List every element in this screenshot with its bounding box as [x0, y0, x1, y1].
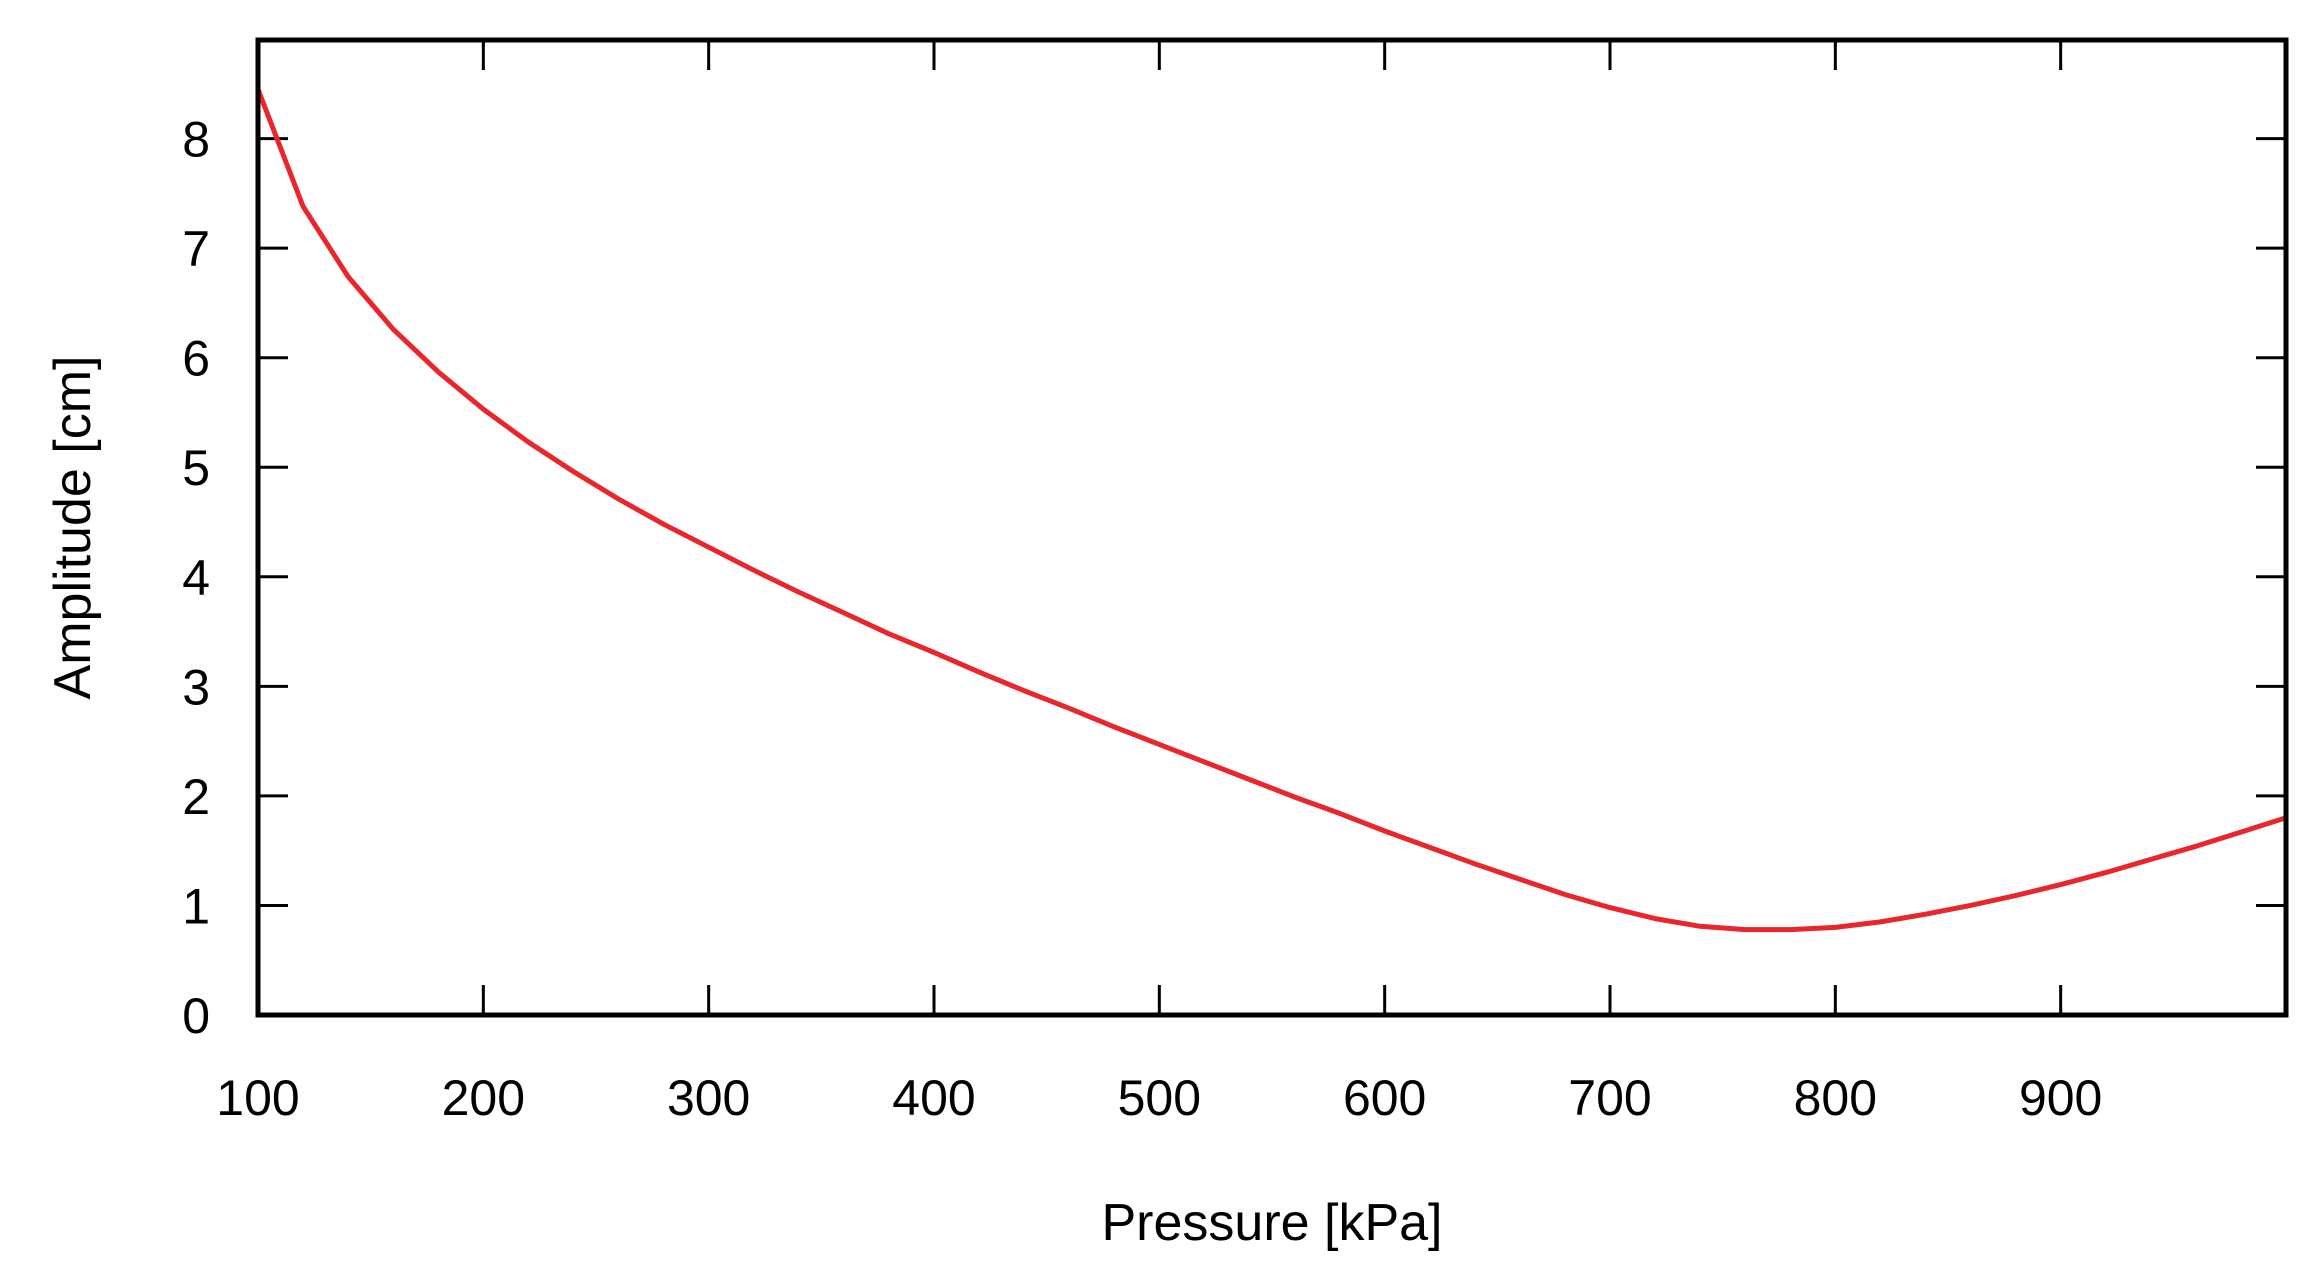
x-tick-label: 600 — [1343, 1070, 1426, 1126]
x-tick-label: 900 — [2019, 1070, 2102, 1126]
y-axis-title: Amplitude [cm] — [44, 356, 102, 700]
series-layer — [255, 88, 2287, 933]
y-tick-label: 1 — [182, 878, 210, 934]
x-tick-label: 700 — [1568, 1070, 1651, 1126]
x-tick-label: 200 — [442, 1070, 525, 1126]
y-tick-label: 3 — [182, 659, 210, 715]
y-tick-label: 7 — [182, 221, 210, 277]
x-tick-label: 100 — [216, 1070, 299, 1126]
y-tick-label: 2 — [182, 769, 210, 825]
ticks-layer — [256, 40, 2286, 1017]
y-tick-label: 5 — [182, 440, 210, 496]
y-tick-label: 8 — [182, 112, 210, 168]
plot-frame — [255, 37, 2289, 1018]
y-tick-label: 6 — [182, 331, 210, 387]
y-tick-label: 0 — [182, 988, 210, 1044]
x-tick-label: 500 — [1118, 1070, 1201, 1126]
x-tick-label: 300 — [667, 1070, 750, 1126]
x-tick-label: 800 — [1794, 1070, 1877, 1126]
y-tick-label: 4 — [182, 550, 210, 606]
series-line-amplitude — [255, 88, 2287, 933]
labels-layer: 100 200 300 400 500 600 700 800 900 0 1 2 3 4 5 6 7 8 — [182, 112, 2102, 1126]
x-axis-title: Pressure [kPa] — [1101, 1194, 1442, 1252]
x-tick-label: 400 — [892, 1070, 975, 1126]
